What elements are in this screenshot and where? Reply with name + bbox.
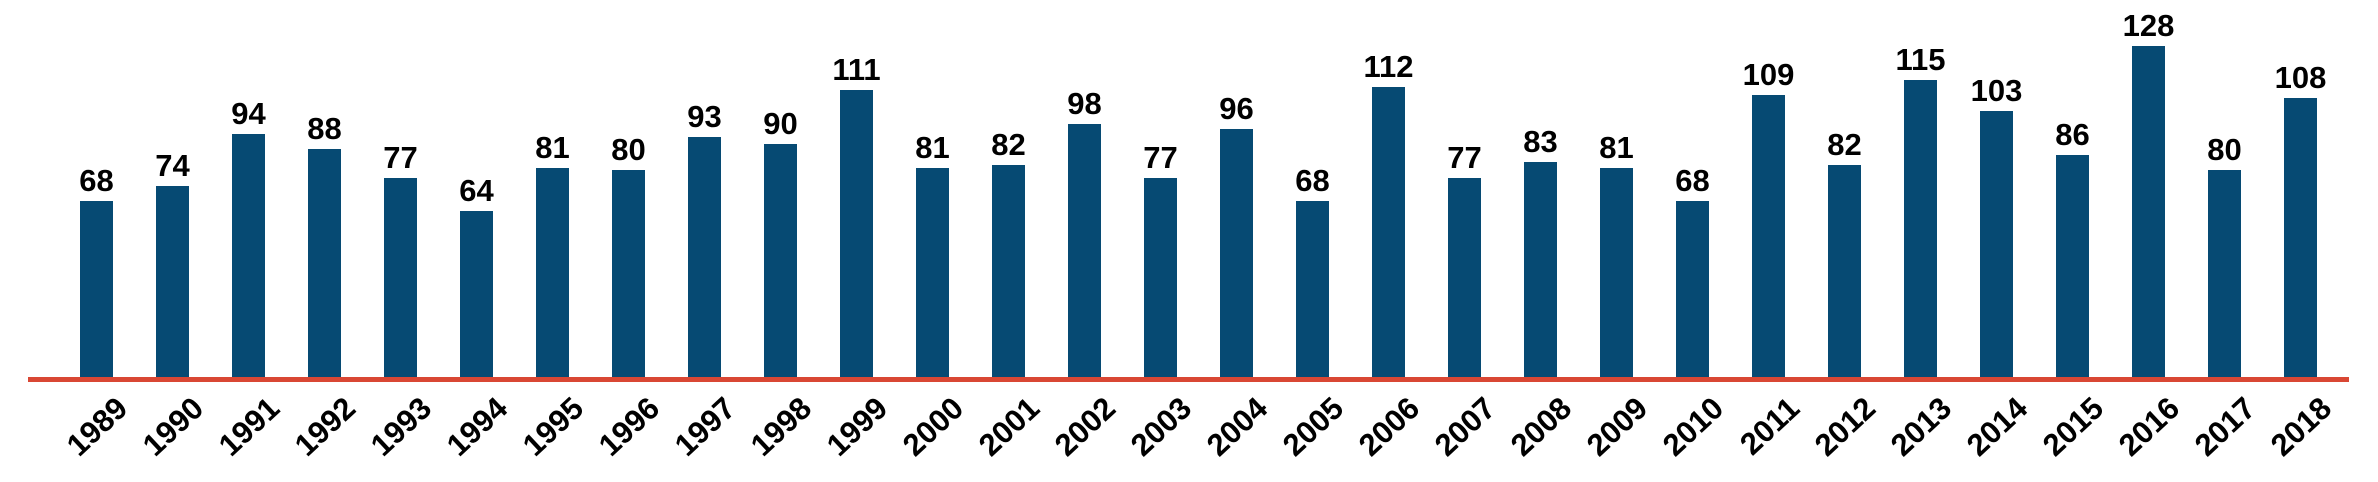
bar [1144,178,1177,377]
bar-value-label: 82 [991,127,1026,162]
bar [1068,124,1101,377]
bar-value-label: 103 [1970,73,2023,108]
bar-value-label: 98 [1067,86,1102,121]
bar-value-label: 108 [2274,60,2327,95]
bar [536,168,569,377]
bar-value-label: 74 [155,148,190,183]
bar-value-label: 88 [307,111,342,146]
bar [232,134,265,377]
bar-value-label: 80 [611,132,646,167]
bar-value-label: 94 [231,96,266,131]
bar [1372,87,1405,377]
bar-value-label: 82 [1827,127,1862,162]
bar [688,137,721,377]
bar-value-label: 81 [1599,130,1634,165]
bar-value-label: 64 [459,173,494,208]
bar-value-label: 90 [763,106,798,141]
bar [2056,155,2089,377]
bar [2208,170,2241,377]
bar [1752,95,1785,377]
x-axis-line [28,377,2349,382]
bar-value-label: 77 [1447,140,1482,175]
bar-value-label: 83 [1523,124,1558,159]
bar [460,211,493,377]
bar [308,149,341,377]
bar [1904,80,1937,377]
bar [2284,98,2317,377]
bar [764,144,797,377]
bar [1296,201,1329,377]
bar [992,165,1025,377]
bar-value-label: 111 [832,52,881,87]
bar-value-label: 77 [1143,140,1178,175]
bar-value-label: 96 [1219,91,1254,126]
bar [1220,129,1253,377]
bar-value-label: 68 [79,163,114,198]
bar-value-label: 77 [383,140,418,175]
bar-value-label: 81 [535,130,570,165]
bar [612,170,645,377]
bar-value-label: 112 [1363,49,1414,84]
bar [916,168,949,377]
bar [1524,162,1557,377]
bar-value-label: 128 [2122,8,2175,43]
bar [1600,168,1633,377]
bar-value-label: 80 [2207,132,2242,167]
bar [840,90,873,377]
bar [1828,165,1861,377]
bar [384,178,417,377]
bar-value-label: 115 [1895,42,1946,77]
bar [1676,201,1709,377]
bar-value-label: 93 [687,99,722,134]
bar-value-label: 68 [1295,163,1330,198]
bar [1448,178,1481,377]
bar [156,186,189,377]
bar [80,201,113,377]
bar-value-label: 68 [1675,163,1710,198]
bar [1980,111,2013,377]
bar-value-label: 81 [915,130,950,165]
bar [2132,46,2165,377]
bar-value-label: 109 [1742,57,1795,92]
bar-value-label: 86 [2055,117,2090,152]
